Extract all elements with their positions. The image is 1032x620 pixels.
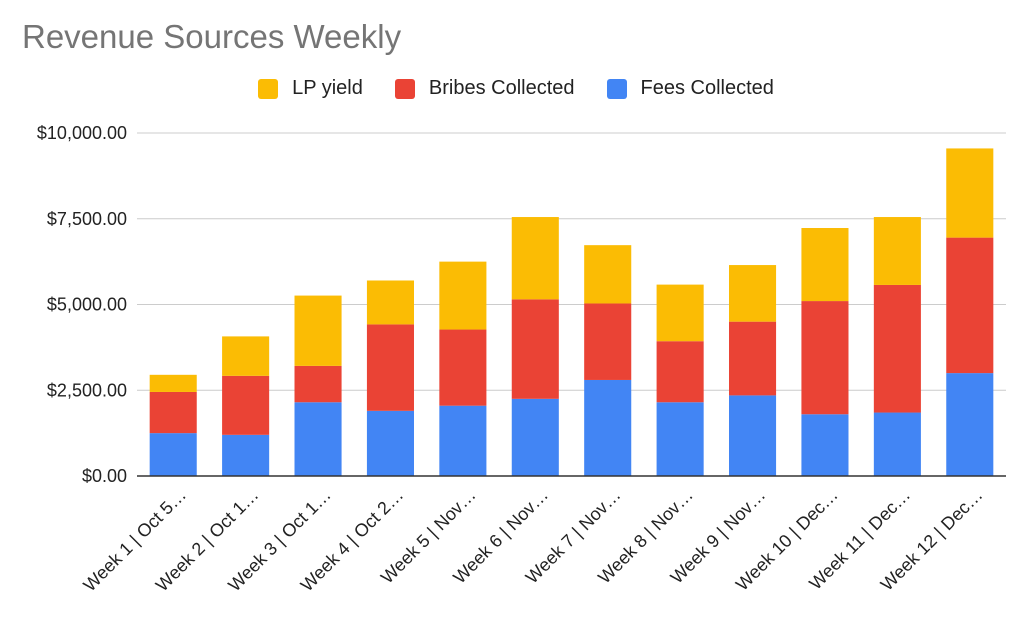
bar-fees-collected[interactable]	[801, 414, 849, 476]
y-tick-label: $2,500.00	[47, 380, 127, 400]
y-tick-label: $10,000.00	[37, 123, 127, 143]
bar-bribes-collected[interactable]	[873, 284, 921, 413]
bar-lp-yield[interactable]	[439, 261, 487, 330]
chart-title: Revenue Sources Weekly	[22, 18, 402, 55]
bar-bribes-collected[interactable]	[366, 324, 414, 411]
bar-lp-yield[interactable]	[729, 265, 777, 322]
bar-fees-collected[interactable]	[729, 395, 777, 476]
chart-legend: LP yield Bribes Collected Fees Collected	[0, 77, 1032, 100]
bar-lp-yield[interactable]	[149, 374, 197, 392]
bar-fees-collected[interactable]	[873, 412, 921, 476]
bar-bribes-collected[interactable]	[584, 303, 632, 380]
bar-bribes-collected[interactable]	[656, 341, 704, 403]
legend-swatch-bribes-collected	[394, 78, 415, 99]
bar-fees-collected[interactable]	[656, 402, 704, 476]
legend-item-fees-collected[interactable]: Fees Collected	[606, 77, 774, 100]
bar-bribes-collected[interactable]	[946, 237, 994, 374]
bar-bribes-collected[interactable]	[511, 299, 559, 399]
bar-bribes-collected[interactable]	[729, 321, 777, 396]
legend-label-lp-yield: LP yield	[292, 77, 363, 99]
bar-fees-collected[interactable]	[946, 373, 994, 476]
x-axis-tick-labels: Week 1 | Oct 5…Week 2 | Oct 1…Week 3 | O…	[79, 485, 986, 596]
bar-bribes-collected[interactable]	[222, 375, 270, 435]
y-tick-label: $7,500.00	[47, 209, 127, 229]
legend-label-fees-collected: Fees Collected	[640, 77, 774, 99]
legend-item-lp-yield[interactable]: LP yield	[258, 77, 363, 100]
legend-swatch-lp-yield	[258, 78, 279, 99]
bar-lp-yield[interactable]	[222, 336, 270, 376]
bars	[149, 148, 994, 476]
y-tick-label: $0.00	[82, 466, 127, 486]
bar-lp-yield[interactable]	[294, 295, 342, 366]
y-tick-label: $5,000.00	[47, 295, 127, 315]
bar-lp-yield[interactable]	[366, 280, 414, 325]
legend-item-bribes-collected[interactable]: Bribes Collected	[394, 77, 575, 100]
bar-fees-collected[interactable]	[366, 410, 414, 476]
bar-fees-collected[interactable]	[149, 433, 197, 476]
bar-bribes-collected[interactable]	[801, 301, 849, 415]
legend-label-bribes-collected: Bribes Collected	[428, 77, 575, 99]
bar-lp-yield[interactable]	[584, 245, 632, 304]
bar-fees-collected[interactable]	[222, 434, 270, 476]
bar-lp-yield[interactable]	[946, 148, 994, 238]
bar-bribes-collected[interactable]	[294, 365, 342, 403]
bar-lp-yield[interactable]	[511, 217, 559, 300]
grid-lines	[137, 132, 1006, 391]
y-axis-tick-labels: $0.00 $2,500.00 $5,000.00 $7,500.00 $10,000.…	[37, 123, 127, 486]
bar-lp-yield[interactable]	[801, 228, 849, 302]
legend-swatch-fees-collected	[606, 78, 627, 99]
bar-fees-collected[interactable]	[294, 402, 342, 476]
bar-fees-collected[interactable]	[511, 398, 559, 476]
bar-bribes-collected[interactable]	[439, 329, 487, 406]
bar-fees-collected[interactable]	[584, 379, 632, 476]
bar-bribes-collected[interactable]	[149, 391, 197, 434]
bar-lp-yield[interactable]	[873, 217, 921, 285]
bar-fees-collected[interactable]	[439, 405, 487, 476]
bar-lp-yield[interactable]	[656, 284, 704, 342]
